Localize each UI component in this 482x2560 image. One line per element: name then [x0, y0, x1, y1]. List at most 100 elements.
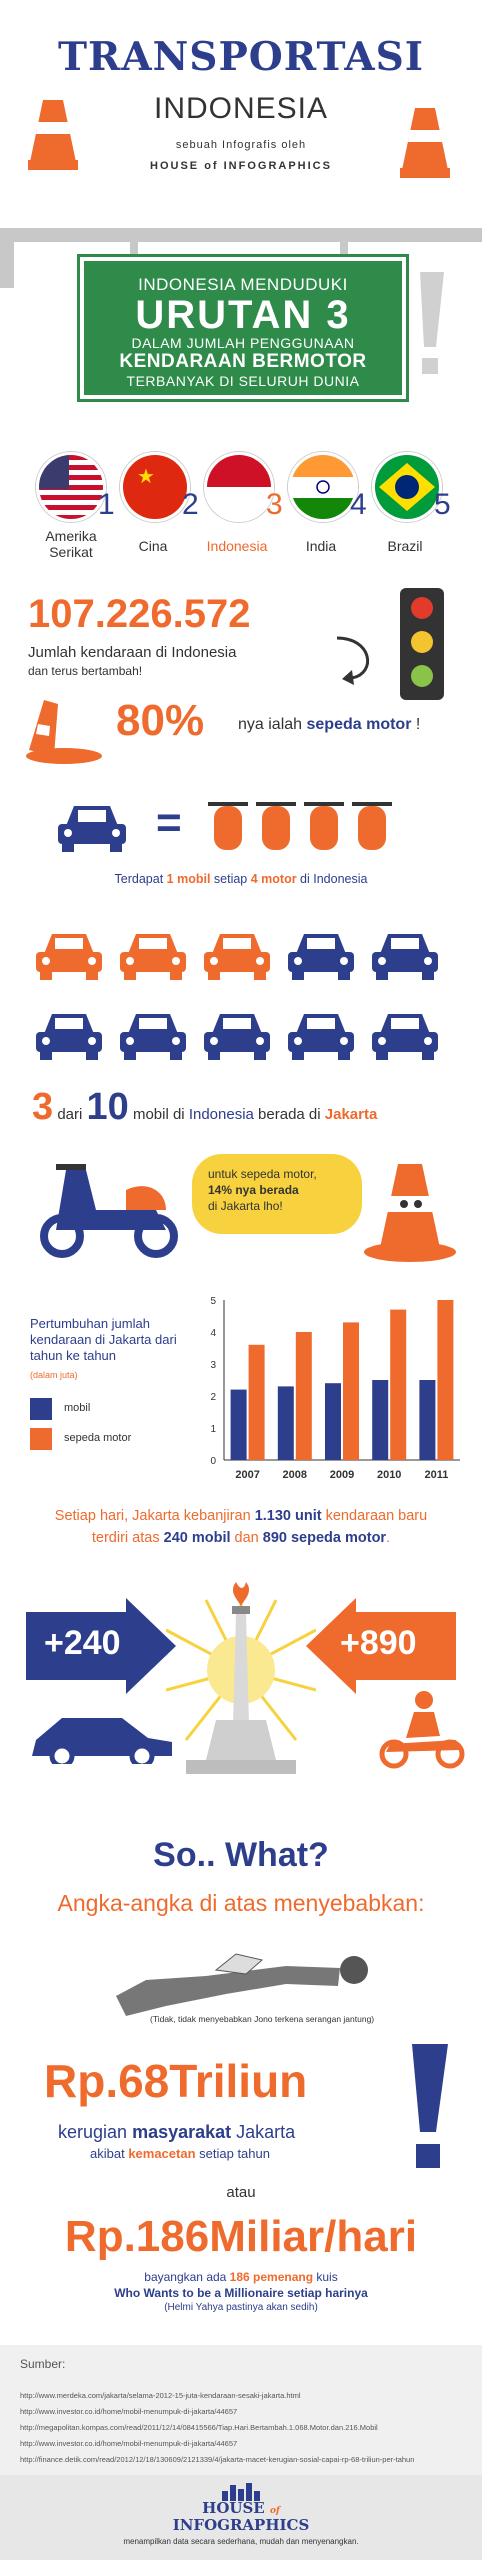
car-icon — [36, 934, 102, 980]
car-icon — [36, 1014, 102, 1060]
indonesia-word: Indonesia — [188, 1106, 254, 1123]
car-icon — [372, 934, 438, 980]
big-three: 3 — [32, 1086, 54, 1128]
motor-percent: 80% — [116, 696, 205, 745]
y-tick-label: 2 — [210, 1392, 216, 1403]
arrow-right-icon — [26, 1598, 176, 1694]
loss-line1-bold: masyarakat — [132, 2122, 232, 2142]
equals-sign: = — [156, 798, 182, 847]
bar-sepeda-motor — [343, 1322, 359, 1460]
bar-mobil — [325, 1383, 341, 1460]
source-link[interactable]: http://www.investor.co.id/home/mobil-men… — [20, 2407, 238, 2416]
jakarta-text-mid2: berada di — [253, 1106, 325, 1123]
car-icon — [120, 934, 186, 980]
loss-line1-pre: kerugian — [58, 2122, 133, 2142]
source-link[interactable]: http://www.investor.co.id/home/mobil-men… — [20, 2439, 238, 2448]
car-icon — [58, 806, 126, 852]
car-icon — [288, 1014, 354, 1060]
car-icon — [204, 934, 270, 980]
exclamation-icon — [420, 272, 444, 374]
quiz-line1-bold: 186 pemenang — [229, 2270, 314, 2284]
logo-of: of — [269, 2506, 280, 2516]
vehicle-count-caption: Jumlah kendaraan di Indonesia — [28, 644, 237, 661]
loss-line2-post: setiap tahun — [195, 2146, 270, 2161]
ratio-text: Terdapat 1 mobil setiap 4 motor di Indon… — [0, 872, 482, 886]
motor-text-bold: sepeda motor — [306, 716, 412, 733]
ranking-board: INDONESIA MENDUDUKI URUTAN 3 DALAM JUMLA… — [80, 257, 406, 399]
board-line3: DALAM JUMLAH PENGGUNAAN — [131, 335, 355, 351]
sources-label: Sumber: — [20, 2357, 66, 2371]
bar-mobil — [372, 1380, 389, 1460]
traffic-cone-icon — [28, 100, 78, 170]
loss-line2-pre: akibat — [90, 2146, 129, 2161]
motorbike-icon — [40, 1164, 178, 1258]
x-tick-label: 2008 — [283, 1469, 307, 1481]
rank-number: 5 — [434, 488, 451, 521]
exclamation-icon — [412, 2044, 448, 2168]
quiz-line3: (Helmi Yahya pastinya akan sedih) — [164, 2302, 318, 2313]
loss-line1: kerugian masyarakat Jakarta — [58, 2122, 295, 2143]
country-name: Brazil — [387, 538, 423, 554]
y-tick-label: 0 — [210, 1456, 216, 1467]
y-tick-label: 4 — [210, 1328, 216, 1339]
rank-number: 2 — [182, 488, 199, 521]
logo-infographics: INFOGRAPHICS — [172, 2516, 310, 2534]
traffic-light-icon — [400, 588, 444, 700]
rank-number: 3 — [266, 488, 283, 521]
bar-sepeda-motor — [437, 1300, 454, 1460]
vehicle-count: 107.226.572 — [28, 592, 251, 636]
so-what-subtitle: Angka-angka di atas menyebabkan: — [57, 1890, 425, 1916]
rank-number: 4 — [350, 488, 367, 521]
daily-line1-post: kendaraan baru — [321, 1508, 428, 1524]
daily-line1-bold: 1.130 unit — [254, 1508, 322, 1524]
daily-line2-pre: terdiri atas — [91, 1530, 164, 1546]
car-icon — [204, 1014, 270, 1060]
footer-logo: HOUSE of INFOGRAPHICS — [0, 2501, 482, 2534]
flag-india-icon — [288, 452, 358, 522]
ratio-text-pre: Terdapat — [114, 872, 167, 886]
y-tick-label: 5 — [210, 1296, 216, 1307]
flag-indonesia-icon — [204, 452, 274, 522]
source-link[interactable]: http://finance.detik.com/read/2012/12/18… — [20, 2455, 415, 2464]
atau-text: atau — [226, 2184, 256, 2201]
plus-motors: +890 — [340, 1624, 417, 1662]
monas-monument-icon — [166, 1582, 316, 1774]
yearly-loss: Rp.68Triliun — [44, 2055, 308, 2107]
car-icon — [120, 1014, 186, 1060]
page-title: TRANSPORTASI — [57, 34, 425, 80]
board-line5: TERBANYAK DI SELURUH DUNIA — [126, 373, 360, 389]
board-line1: INDONESIA MENDUDUKI — [138, 275, 348, 294]
source-link[interactable]: http://megapolitan.kompas.com/read/2011/… — [20, 2423, 378, 2432]
source-link[interactable]: http://www.merdeka.com/jakarta/selama-20… — [20, 2391, 301, 2400]
quiz-line1-post: kuis — [313, 2270, 338, 2284]
motorcyclist-icon — [379, 1691, 465, 1769]
logo-skyline-icon — [222, 2483, 260, 2501]
car-icon — [372, 1014, 438, 1060]
scooter-icons — [208, 802, 392, 850]
daily-line2-mid: dan — [230, 1530, 263, 1546]
daily-line2-bold2: 890 sepeda motor — [262, 1530, 387, 1546]
by-line: sebuah Infografis oleh — [175, 139, 307, 151]
growth-bar-chart: 0 1 2 3 4 5 2007 2008 2009 2010 2011 — [210, 1296, 460, 1481]
bar-mobil — [230, 1389, 247, 1460]
flag-brazil-icon — [372, 452, 442, 522]
x-tick-label: 2007 — [235, 1469, 259, 1481]
chart-title: Pertumbuhan jumlah kendaraan di Jakarta … — [30, 1316, 177, 1363]
ratio-car-num: 1 mobil — [166, 872, 211, 886]
daily-line2-post: . — [386, 1530, 391, 1546]
legend-label-mobil: mobil — [64, 1402, 91, 1414]
daily-loss: Rp.186Miliar/hari — [64, 2212, 418, 2261]
country-name: India — [305, 538, 337, 554]
vehicle-count-caption2: dan terus bertambah! — [28, 664, 143, 678]
car-side-icon — [32, 1718, 172, 1764]
country-name: Indonesia — [206, 538, 268, 554]
legend-label-motor: sepeda motor — [64, 1432, 132, 1444]
car-icon — [288, 934, 354, 980]
sign-hanger — [130, 242, 138, 260]
arrow-left-icon — [306, 1598, 456, 1694]
legend-swatch-mobil — [30, 1398, 52, 1420]
x-tick-label: 2009 — [330, 1469, 354, 1481]
ratio-text-mid: setiap — [210, 872, 251, 886]
y-tick-label: 3 — [210, 1360, 216, 1371]
sign-pole-left — [0, 228, 14, 288]
